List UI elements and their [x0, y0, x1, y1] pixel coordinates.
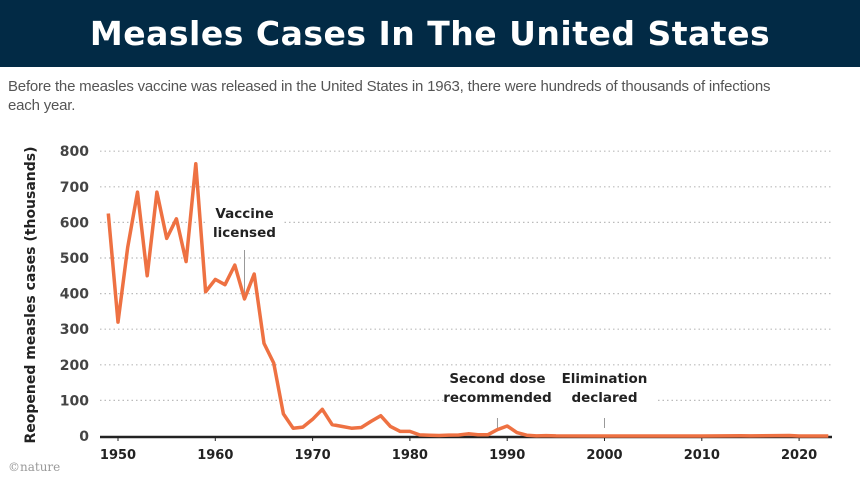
annotation-background	[205, 204, 284, 244]
y-axis-label: Reopened measles cases (thousands)	[23, 146, 39, 443]
y-tick-label: 800	[60, 144, 89, 160]
x-tick-label: 2000	[586, 448, 622, 463]
y-tick-label: 300	[60, 322, 89, 338]
x-tick-labels: 1950 1960 1970 1980 1990 2000 2010 2020	[100, 436, 817, 463]
x-tick-label: 1970	[295, 448, 331, 463]
annotation-background	[445, 369, 550, 409]
y-tick-label: 0	[79, 429, 89, 445]
y-tick-label: 400	[60, 287, 89, 303]
annotation-background	[552, 369, 657, 409]
series-line	[106, 161, 829, 438]
x-tick-label: 1960	[197, 448, 233, 463]
annotation-label: Second dose	[449, 371, 545, 387]
nature-credit: ©nature	[8, 460, 60, 474]
x-tick-label: 1990	[489, 448, 525, 463]
y-tick-label: 500	[60, 251, 89, 267]
annotation-label: licensed	[213, 225, 276, 241]
annotation-label: Elimination	[562, 371, 648, 387]
subtitle: Before the measles vaccine was released …	[8, 78, 771, 114]
y-tick-label: 600	[60, 215, 89, 231]
annotations: Vaccine licensed Second dose recommended Eli…	[205, 204, 657, 428]
y-tick-label: 100	[60, 393, 89, 409]
x-tick-label: 2010	[684, 448, 720, 463]
y-tick-label: 700	[60, 180, 89, 196]
annotation-label: Vaccine	[215, 206, 273, 222]
gridlines	[100, 150, 832, 401]
annotation-label: recommended	[443, 390, 551, 406]
page-title: Measles Cases In The United States	[89, 14, 771, 53]
x-tick-label: 2020	[781, 448, 817, 463]
annotation-label: declared	[571, 390, 637, 406]
x-tick-label: 1950	[100, 448, 136, 463]
y-tick-label: 200	[60, 358, 89, 374]
x-tick-label: 1980	[392, 448, 428, 463]
title-bar: Measles Cases In The United States	[0, 0, 860, 67]
y-tick-labels: 0 100 200 300 400 500 600 700 800	[60, 144, 89, 445]
